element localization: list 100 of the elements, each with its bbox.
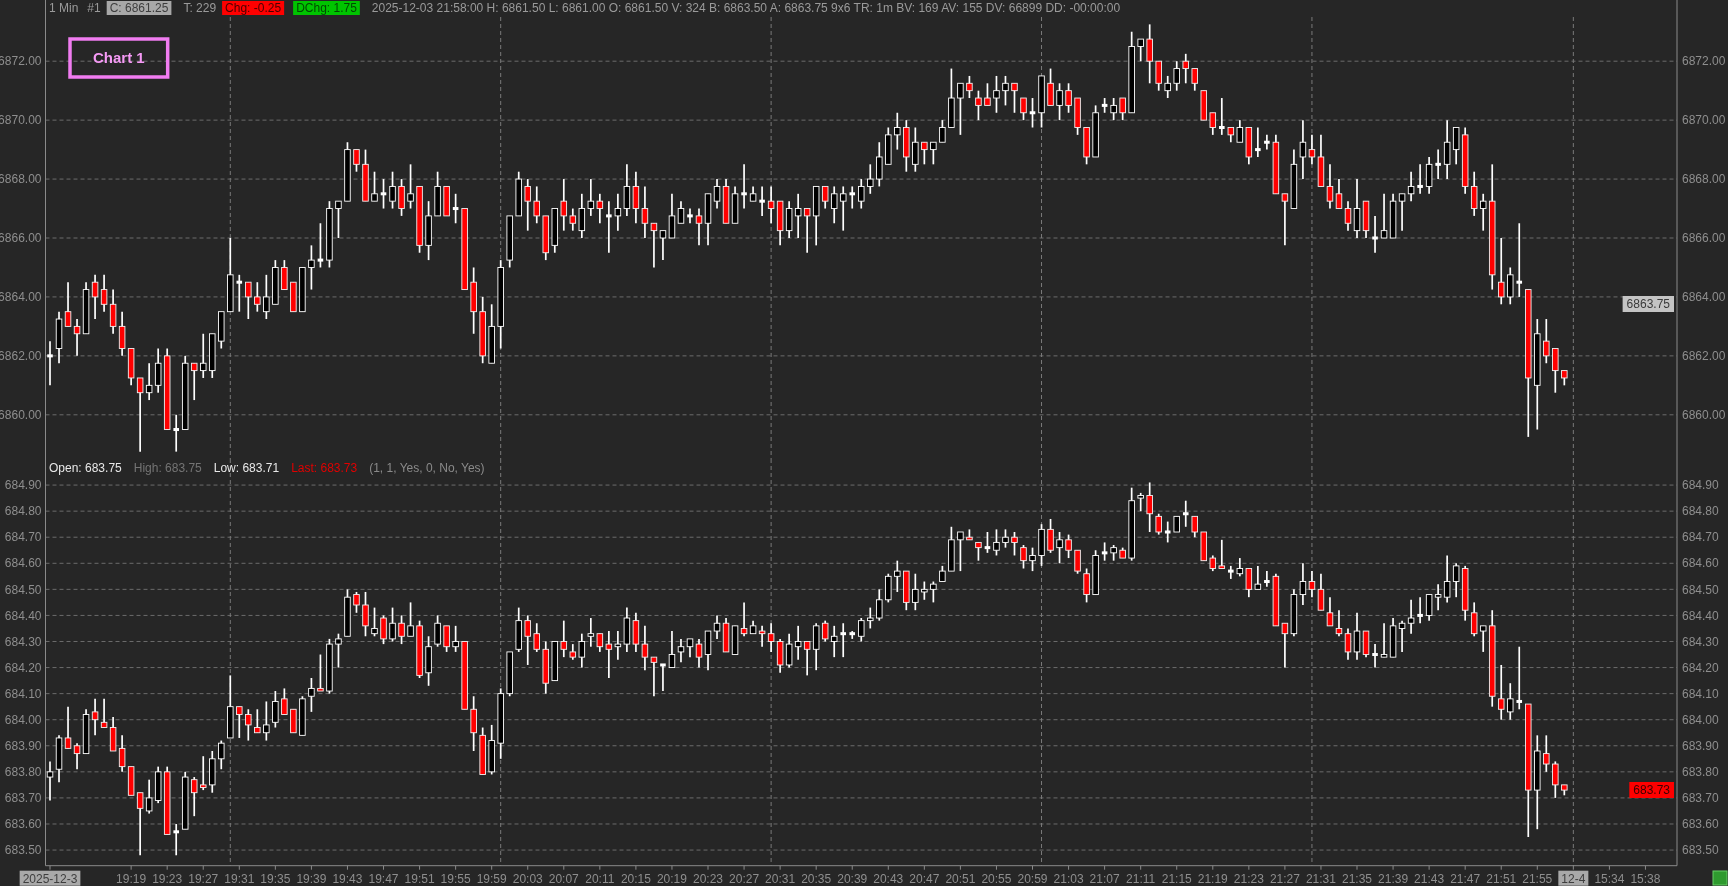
candlestick xyxy=(1218,538,1226,570)
x-tick-label: 15:34 xyxy=(1594,871,1625,886)
candlestick xyxy=(290,708,297,734)
x-tick-label: 20:03 xyxy=(512,871,544,886)
candlestick xyxy=(470,695,477,752)
y2-tick-label: 684.30 xyxy=(1682,634,1720,649)
candlestick xyxy=(46,760,54,802)
candlestick xyxy=(614,192,622,232)
candlestick xyxy=(1020,544,1027,570)
candlestick xyxy=(776,638,784,674)
x-tick-label: 19:55 xyxy=(440,871,471,886)
annotation: Low: 683.71 xyxy=(213,461,280,475)
candlestick xyxy=(47,340,53,387)
y2-tick-label: 683.70 xyxy=(1682,791,1720,806)
x-tick-label: 19:19 xyxy=(116,871,147,886)
candlestick xyxy=(1299,119,1307,180)
candlestick xyxy=(1155,512,1162,536)
candlestick xyxy=(1543,734,1550,773)
candlestick xyxy=(569,207,577,232)
candlestick xyxy=(245,708,252,742)
candlestick xyxy=(335,632,342,669)
candlestick xyxy=(281,687,288,716)
candlestick xyxy=(371,606,378,638)
candlestick xyxy=(1011,531,1018,557)
candlestick xyxy=(885,572,892,604)
candlestick xyxy=(587,178,595,217)
candlestick xyxy=(759,185,765,217)
x-tick-label: 19:23 xyxy=(152,871,183,886)
candlestick xyxy=(1470,170,1478,217)
candlestick xyxy=(1002,528,1009,549)
candlestick xyxy=(803,640,811,677)
candlestick xyxy=(245,281,252,320)
candlestick xyxy=(921,580,928,601)
x-tick-label: 21:23 xyxy=(1233,871,1265,886)
candlestick xyxy=(677,200,685,225)
candlestick xyxy=(1182,499,1189,528)
y-tick-label: 684.40 xyxy=(4,608,42,623)
candlestick xyxy=(1435,148,1441,180)
candlestick xyxy=(1417,163,1423,195)
candlestick xyxy=(1497,237,1505,306)
x-tick-label: 19:59 xyxy=(476,871,508,886)
y2-tick-label: 684.20 xyxy=(1682,660,1720,675)
y-tick-label: 683.80 xyxy=(4,765,42,780)
candlestick xyxy=(1281,622,1289,669)
candlestick xyxy=(1146,23,1153,85)
candlestick xyxy=(1552,347,1559,394)
candlestick xyxy=(1470,601,1478,638)
candlestick xyxy=(353,148,360,173)
candlestick xyxy=(867,606,874,630)
y2-tick-label: 684.00 xyxy=(1682,712,1720,727)
candlestick xyxy=(632,611,640,653)
y-tick-label: 684.60 xyxy=(4,556,42,571)
y2-tick-label: 6870.00 xyxy=(1682,113,1726,128)
x-tick-label: 20:43 xyxy=(873,871,904,886)
x-tick-label: 21:43 xyxy=(1414,871,1445,886)
candlestick xyxy=(1056,531,1063,565)
candlestick xyxy=(1308,570,1316,599)
candlestick xyxy=(524,178,531,232)
candlestick xyxy=(1353,178,1361,239)
x-tick-label: 21:15 xyxy=(1161,871,1193,886)
candlestick xyxy=(1236,557,1244,578)
candlestick xyxy=(533,185,540,225)
x-tick-label: 20:27 xyxy=(729,871,760,886)
x-tick-label: 19:43 xyxy=(332,871,363,886)
candlestick xyxy=(840,622,847,658)
candlestick xyxy=(894,111,901,151)
candlestick xyxy=(254,281,261,313)
candlestick xyxy=(1507,682,1514,721)
candlestick xyxy=(1236,119,1244,144)
candlestick xyxy=(785,200,793,239)
candlestick xyxy=(1516,222,1523,298)
candlestick xyxy=(1543,318,1550,365)
candlestick xyxy=(560,178,568,232)
candlestick xyxy=(173,823,179,857)
candlestick xyxy=(668,630,676,669)
x-tick-label: 20:11 xyxy=(585,871,615,886)
y-tick-label: 683.50 xyxy=(4,843,42,858)
candlestick xyxy=(659,229,667,261)
candlestick xyxy=(308,244,315,291)
candlestick xyxy=(930,580,937,604)
candlestick xyxy=(1209,111,1217,136)
candlestick xyxy=(407,163,414,210)
candlestick xyxy=(190,776,198,818)
candlestick xyxy=(190,362,198,401)
x-tick-label: 21:11 xyxy=(1126,871,1156,886)
y2-tick-label: 684.10 xyxy=(1682,686,1720,701)
candlestick xyxy=(1137,38,1144,63)
x-tick-label: 19:27 xyxy=(188,871,219,886)
x-tick-label: 19:47 xyxy=(368,871,399,886)
candlestick xyxy=(1074,549,1081,575)
candlestick xyxy=(758,625,766,648)
annotation: (1, 1, Yes, 0, No, Yes) xyxy=(369,461,485,475)
candlestick xyxy=(1056,82,1063,121)
x-tick-label: 20:47 xyxy=(909,871,940,886)
candlestick xyxy=(1407,170,1415,203)
candlestick xyxy=(587,617,595,648)
candlestick xyxy=(1119,97,1126,121)
candlestick xyxy=(1452,126,1460,166)
candlestick xyxy=(1552,760,1559,799)
x-tick-label: 21:47 xyxy=(1450,871,1481,886)
